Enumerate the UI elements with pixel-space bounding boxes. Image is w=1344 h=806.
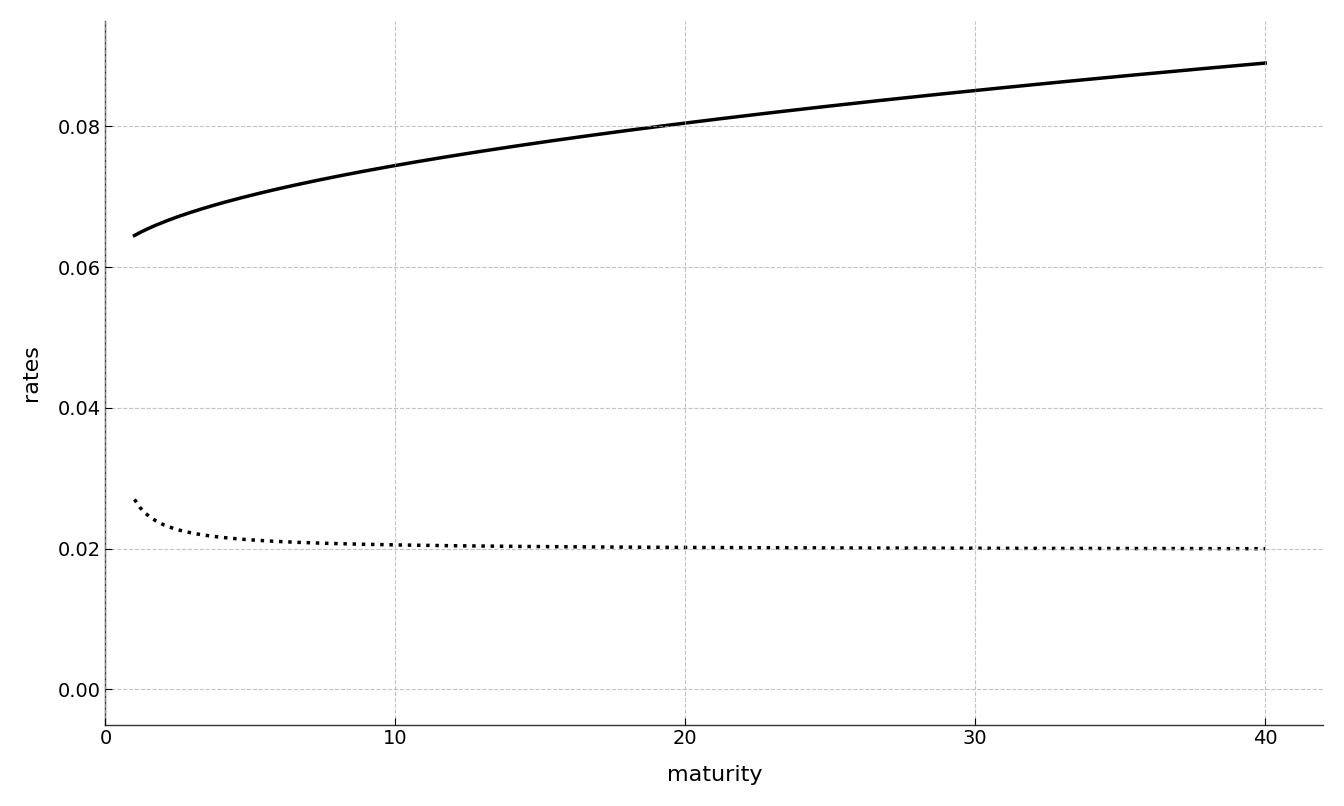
X-axis label: maturity: maturity [667,765,762,785]
Y-axis label: rates: rates [22,344,40,401]
